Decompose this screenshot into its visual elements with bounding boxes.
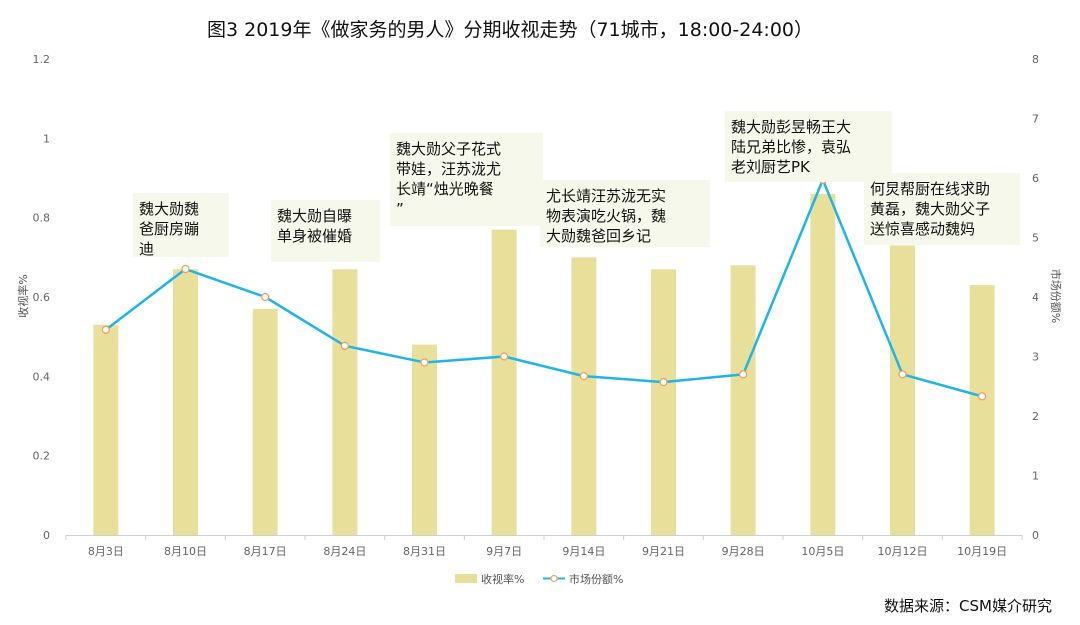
x-tick-label: 9月14日 — [562, 545, 605, 558]
left-axis-label: 收视率% — [16, 274, 30, 317]
annotation-text: 爸厨房蹦 — [139, 220, 199, 238]
annotation-text: 尤长靖汪苏泷无实 — [546, 187, 666, 205]
right-tick-label: 2 — [1032, 410, 1039, 423]
right-tick-label: 4 — [1032, 291, 1039, 304]
annotation-text: 何炅帮厨在线求助 — [870, 180, 990, 198]
bar — [332, 269, 358, 535]
annotation-text: 魏大勋自曝 — [277, 207, 352, 225]
share-point — [659, 377, 668, 387]
legend-label-bar: 收视率% — [481, 572, 524, 586]
right-tick-label: 8 — [1032, 53, 1039, 66]
bar — [491, 229, 517, 536]
legend: 收视率% 市场份额% — [455, 572, 623, 586]
annotation-text: 带娃，汪苏泷尤 — [396, 160, 501, 178]
x-tick-label: 10月12日 — [878, 545, 928, 558]
bar — [890, 245, 915, 535]
annotation-text: 魏大勋彭昱畅王大 — [731, 118, 851, 136]
annotation-text: 单身被催婚 — [277, 227, 352, 245]
x-tick-label: 8月3日 — [88, 545, 124, 558]
bar — [571, 257, 597, 535]
left-tick-label: 0.2 — [33, 450, 51, 463]
left-tick-label: 0.4 — [33, 370, 51, 383]
share-point — [500, 352, 509, 361]
left-tick-label: 1 — [43, 132, 50, 145]
x-tick-label: 9月28日 — [722, 545, 765, 558]
bar — [173, 269, 198, 535]
x-tick-label: 8月17日 — [244, 545, 287, 558]
bar-series — [93, 193, 995, 536]
annotation-text: 送惊喜感动魏妈 — [870, 220, 975, 238]
annotation-text: 老刘厨艺PK — [731, 158, 811, 176]
right-tick-label: 3 — [1032, 351, 1039, 364]
left-axis: 0 0.2 0.4 0.6 0.8 1 1.2 — [33, 53, 51, 542]
right-tick-label: 7 — [1032, 113, 1039, 126]
source-note: 数据来源：CSM媒介研究 — [884, 597, 1052, 615]
annotation-box — [390, 133, 543, 226]
annotation-box — [133, 193, 229, 257]
share-line — [105, 178, 983, 398]
annotation-text: 大勋魏爸回乡记 — [546, 227, 651, 245]
right-tick-label: 0 — [1032, 529, 1039, 542]
annotation-text: 迪 — [139, 240, 154, 258]
x-tick-label: 8月24日 — [323, 545, 366, 558]
legend-label-line: 市场份额% — [569, 572, 623, 586]
legend-swatch-marker — [550, 574, 558, 583]
right-axis-label: 市场份额% — [1049, 269, 1063, 323]
share-point — [579, 371, 588, 381]
annotations: 魏大勋魏爸厨房蹦迪魏大勋自曝单身被催婚魏大勋父子花式带娃，汪苏泷尤长靖“烛光晚餐… — [133, 111, 1020, 262]
share-point — [898, 370, 907, 379]
bar — [412, 344, 437, 535]
right-tick-label: 6 — [1032, 172, 1039, 185]
share-point — [181, 264, 190, 274]
share-point — [261, 292, 270, 302]
x-tick-label: 9月21日 — [642, 545, 685, 558]
right-tick-label: 1 — [1032, 470, 1039, 483]
x-tick-label: 10月19日 — [957, 545, 1007, 558]
x-tick-label: 8月10日 — [164, 545, 207, 558]
x-axis: 8月3日 8月10日 8月17日 8月24日 8月31日 9月7日 9月14日 9月21日 9月… — [65, 535, 1023, 558]
share-point — [340, 341, 349, 350]
share-point — [420, 358, 429, 367]
share-point — [101, 325, 110, 334]
share-point — [739, 370, 748, 379]
annotation-text: 长靖“烛光晚餐 — [396, 180, 494, 198]
bar — [810, 193, 836, 535]
left-tick-label: 1.2 — [33, 53, 51, 66]
left-tick-label: 0.8 — [33, 212, 51, 225]
bar — [651, 269, 676, 535]
x-tick-label: 10月5日 — [801, 545, 844, 558]
annotation-box — [540, 180, 710, 247]
right-axis: 0 1 2 3 4 5 6 7 8 — [1032, 53, 1039, 542]
annotation-text: ” — [396, 200, 404, 218]
annotation-box — [725, 111, 892, 182]
bar — [969, 285, 995, 535]
left-tick-label: 0.6 — [33, 291, 51, 304]
annotation-text: 物表演吃火锅，魏 — [546, 207, 666, 225]
annotation-text: 魏大勋魏 — [139, 200, 199, 218]
bar — [730, 265, 756, 535]
left-tick-label: 0 — [43, 529, 50, 542]
annotation-box — [271, 200, 380, 262]
bar — [93, 324, 119, 535]
right-tick-label: 5 — [1032, 232, 1039, 245]
line-series — [101, 175, 987, 401]
x-tick-label: 9月7日 — [486, 545, 522, 558]
legend-swatch-bar — [455, 574, 477, 583]
annotation-text: 陆兄弟比惨，袁弘 — [731, 138, 851, 156]
chart-title: 图3 2019年《做家务的男人》分期收视走势（71城市，18:00-24:00） — [207, 19, 813, 41]
x-tick-label: 8月31日 — [403, 545, 446, 558]
annotation-box — [864, 173, 1020, 245]
share-point — [978, 392, 987, 401]
bar — [252, 308, 278, 535]
annotation-text: 魏大勋父子花式 — [396, 140, 501, 158]
annotation-text: 黄磊，魏大勋父子 — [870, 200, 990, 218]
